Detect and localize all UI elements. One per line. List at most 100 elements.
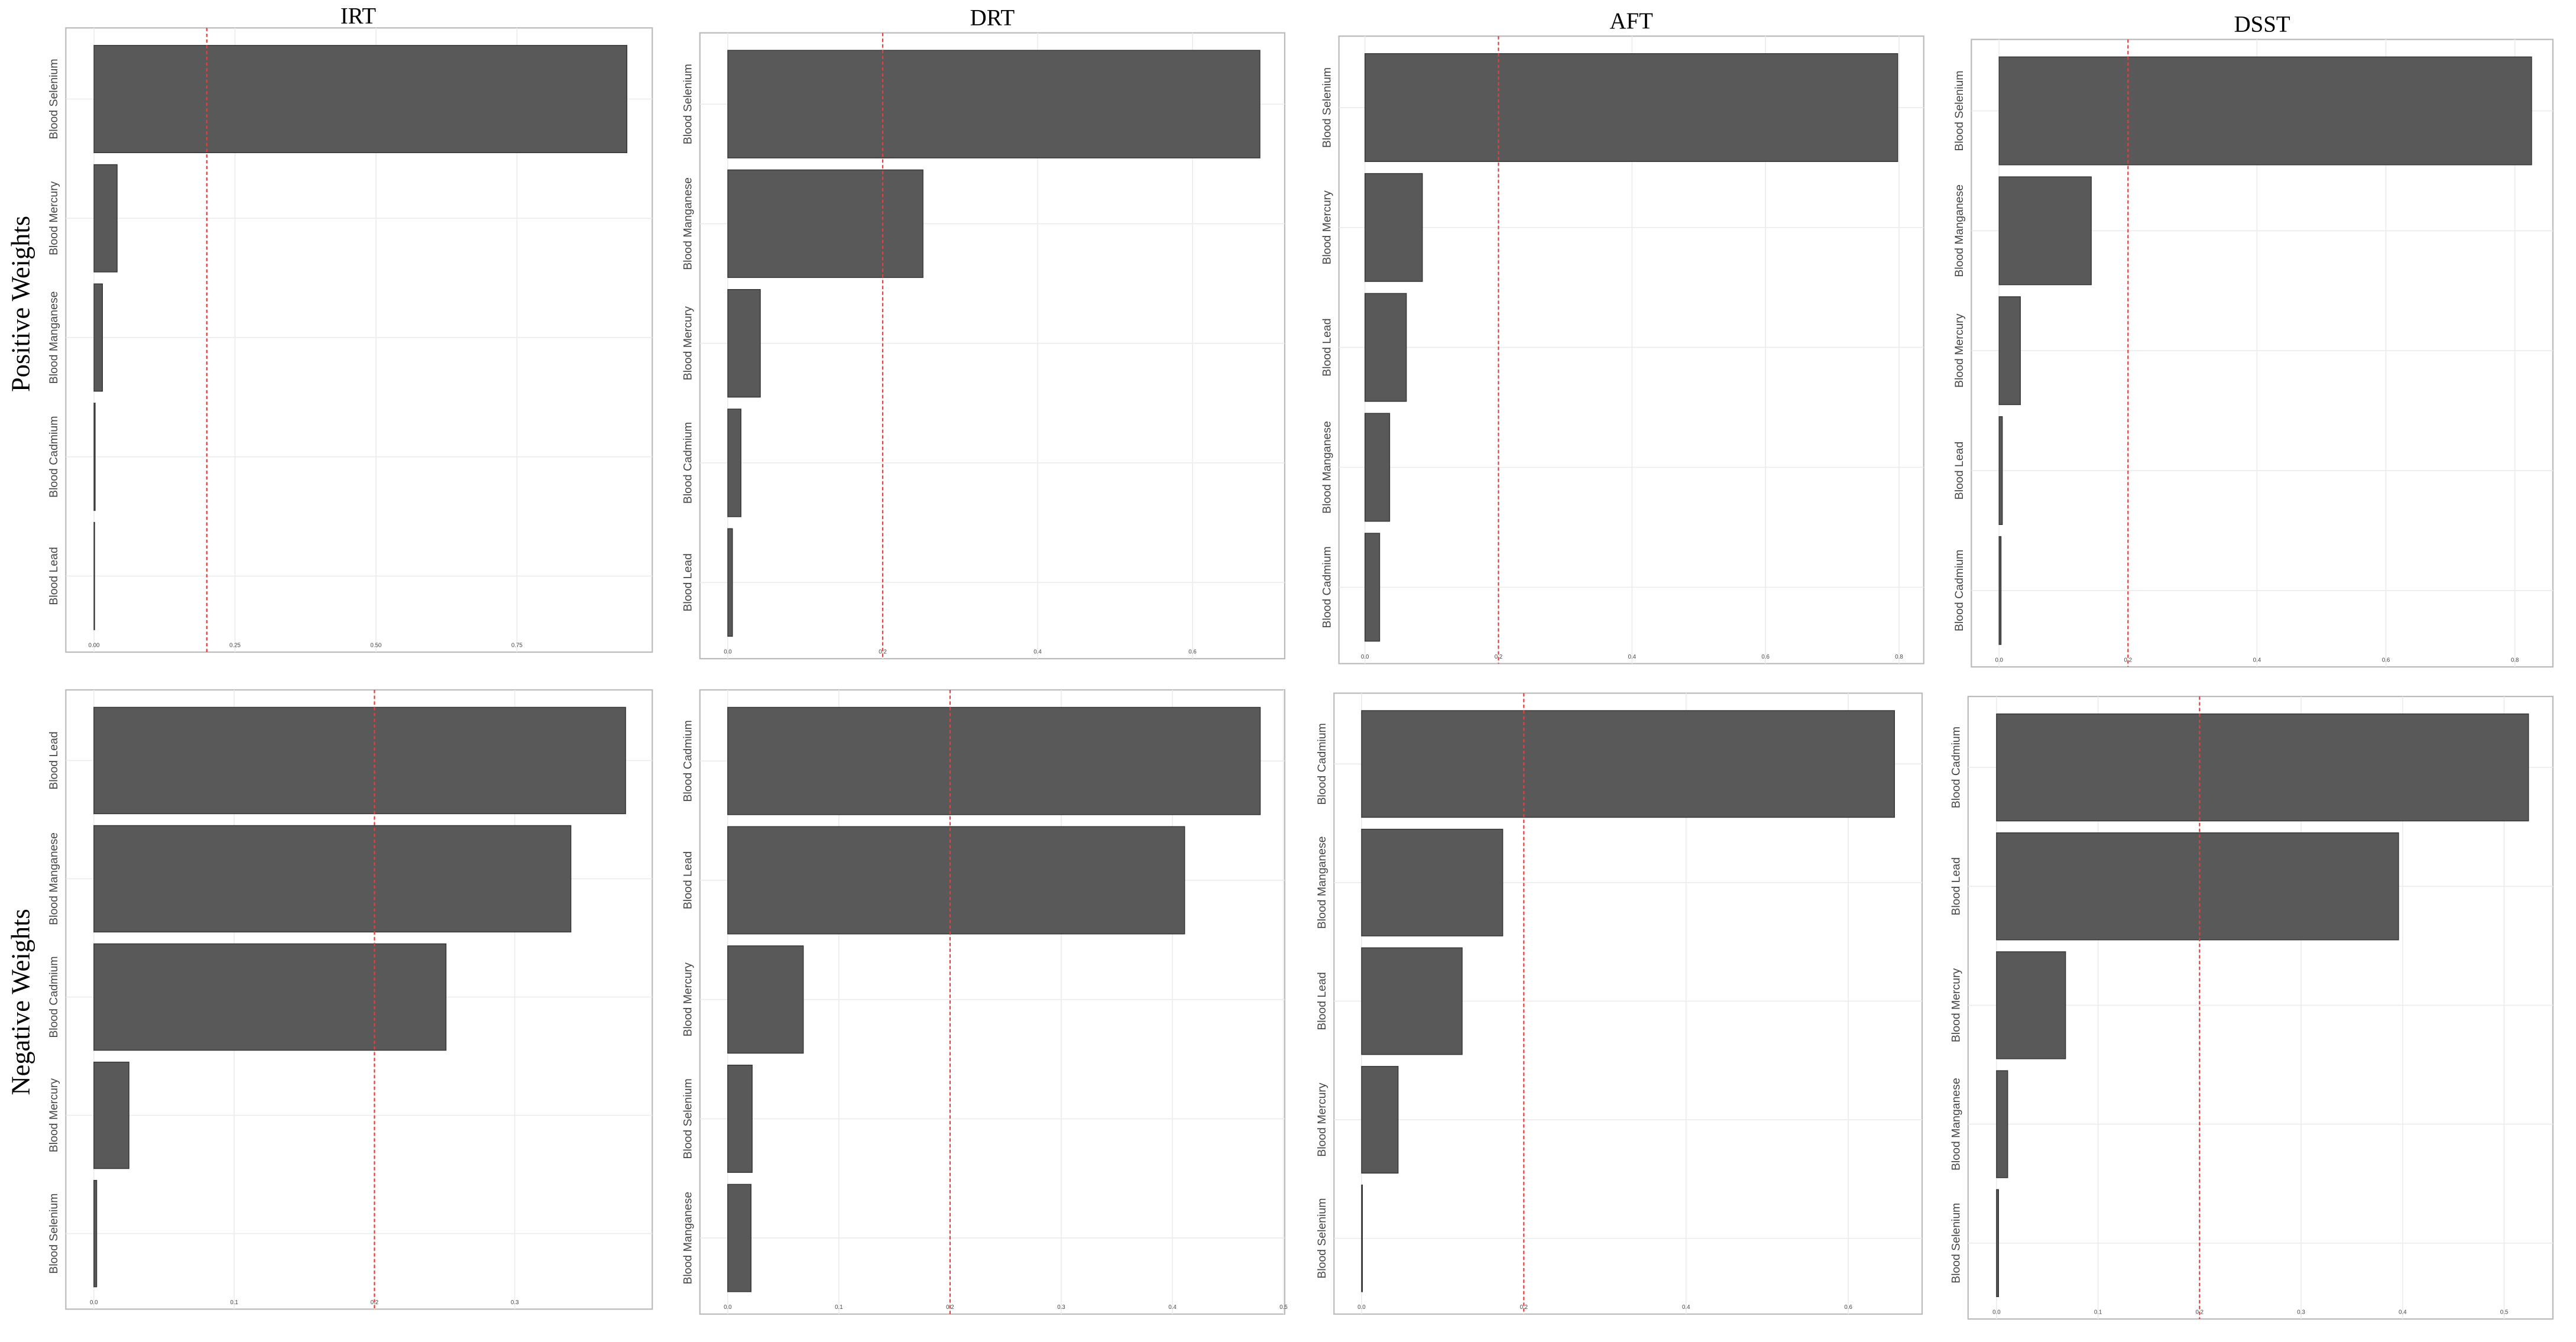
bar	[727, 945, 804, 1054]
bar	[93, 521, 95, 630]
bar	[93, 403, 96, 511]
bar	[727, 289, 761, 398]
y-tick-label: Blood Selenium	[1949, 1203, 1962, 1283]
x-tick-label: 0.4	[1682, 1304, 1690, 1311]
bar	[727, 409, 741, 517]
panel: 0.0 0.2 0.4 0.6 Blood Cadmium Blood Manganese…	[1315, 692, 1923, 1315]
x-tick-label: 0.4	[1033, 649, 1042, 656]
bar	[1996, 832, 2399, 941]
x-tick-label: 0.50	[370, 642, 382, 649]
column-title: DSST	[2234, 11, 2290, 37]
bar	[1996, 1189, 1999, 1297]
x-tick-label: 0.8	[2511, 657, 2519, 664]
y-tick-label: Blood Manganese	[682, 1192, 695, 1285]
y-tick-label: Blood Cadmium	[1949, 727, 1962, 808]
bar	[1361, 947, 1463, 1055]
x-tick-label: 0.1	[835, 1304, 843, 1311]
y-tick-label: Blood Mercury	[1949, 968, 1962, 1042]
bar	[1364, 293, 1407, 402]
x-tick-label: 0.0	[724, 1304, 732, 1311]
y-tick-label: Blood Manganese	[47, 832, 60, 925]
x-tick-label: 0.6	[1844, 1304, 1852, 1311]
y-tick-label: Blood Selenium	[682, 64, 695, 144]
column-title: AFT	[1609, 8, 1653, 34]
y-tick-label: Blood Cadmium	[47, 956, 60, 1038]
y-tick-label: Blood Lead	[1320, 318, 1333, 376]
bar	[93, 706, 626, 815]
column-title: IRT	[341, 3, 377, 28]
y-tick-label: Blood Mercury	[1320, 190, 1333, 265]
bar	[93, 943, 447, 1051]
y-tick-label: Blood Lead	[1953, 442, 1966, 500]
bar	[93, 1061, 129, 1169]
y-tick-label: Blood Lead	[47, 547, 60, 605]
x-tick-label: 0.0	[724, 649, 732, 656]
x-tick-label: 0.6	[2382, 657, 2390, 664]
y-tick-label: Blood Lead	[1315, 972, 1328, 1030]
x-tick-label: 0.0	[90, 1299, 98, 1306]
bar	[93, 45, 628, 154]
x-tick-label: 0.4	[2253, 657, 2261, 664]
y-tick-label: Blood Cadmium	[47, 416, 60, 498]
y-tick-label: Blood Selenium	[682, 1078, 695, 1159]
bar	[1996, 951, 2066, 1059]
bar	[1361, 828, 1504, 936]
bar	[727, 169, 924, 278]
y-tick-label: Blood Mercury	[47, 1078, 60, 1153]
x-tick-label: 0.3	[511, 1299, 519, 1306]
y-tick-label: Blood Mercury	[47, 181, 60, 255]
bar	[1998, 176, 2092, 286]
x-tick-label: 0.4	[1168, 1304, 1177, 1311]
bar	[727, 706, 1261, 815]
y-tick-label: Blood Manganese	[1953, 184, 1966, 277]
bar	[1996, 1070, 2008, 1178]
y-tick-label: Blood Manganese	[1949, 1078, 1962, 1171]
x-tick-label: 0.0	[1357, 1304, 1366, 1311]
x-tick-label: 0.0	[1992, 1309, 2001, 1316]
y-tick-label: Blood Lead	[682, 851, 695, 909]
x-tick-label: 0.6	[1761, 654, 1770, 660]
x-tick-label: 0.2	[371, 1299, 379, 1306]
x-tick-label: 0.3	[2297, 1309, 2305, 1316]
x-tick-label: 0.1	[2094, 1309, 2102, 1316]
bar	[1998, 56, 2532, 166]
column-title: DRT	[970, 5, 1015, 30]
y-tick-label: Blood Lead	[47, 731, 60, 789]
x-tick-label: 0.0	[1995, 657, 2003, 664]
x-tick-label: 0.0	[1361, 654, 1369, 660]
x-tick-label: 0.6	[1188, 649, 1197, 656]
y-tick-label: Blood Cadmium	[682, 422, 695, 504]
bar	[1364, 533, 1381, 642]
y-tick-label: Blood Cadmium	[682, 720, 695, 802]
y-tick-label: Blood Manganese	[1320, 421, 1333, 514]
y-tick-label: Blood Cadmium	[1315, 723, 1328, 805]
bar	[93, 283, 103, 392]
x-tick-label: 0.5	[2500, 1309, 2509, 1316]
bar	[727, 1064, 753, 1173]
bar	[1364, 53, 1898, 162]
x-tick-label: 0.2	[879, 649, 887, 656]
y-tick-label: Blood Lead	[682, 553, 695, 611]
x-tick-label: 0.3	[1057, 1304, 1065, 1311]
y-tick-label: Blood Selenium	[1953, 70, 1966, 151]
y-tick-label: Blood Mercury	[1315, 1082, 1328, 1157]
x-tick-label: 0.8	[1895, 654, 1903, 660]
panel: 0.0 0.1 0.2 0.3 Blood Lead Blood Manganese Blo…	[47, 689, 653, 1310]
x-tick-label: 0.75	[511, 642, 523, 649]
x-tick-label: 0.2	[1520, 1304, 1528, 1311]
row-title: Negative Weights	[5, 909, 35, 1095]
bar	[1361, 710, 1895, 818]
bar	[93, 825, 572, 933]
y-tick-label: Blood Selenium	[47, 1194, 60, 1274]
bar	[1361, 1066, 1399, 1174]
y-tick-label: Blood Manganese	[682, 177, 695, 270]
y-tick-label: Blood Selenium	[47, 59, 60, 139]
bar	[1998, 296, 2021, 406]
bar	[727, 50, 1261, 158]
y-tick-label: Blood Manganese	[1315, 837, 1328, 929]
bar	[1998, 536, 2002, 645]
